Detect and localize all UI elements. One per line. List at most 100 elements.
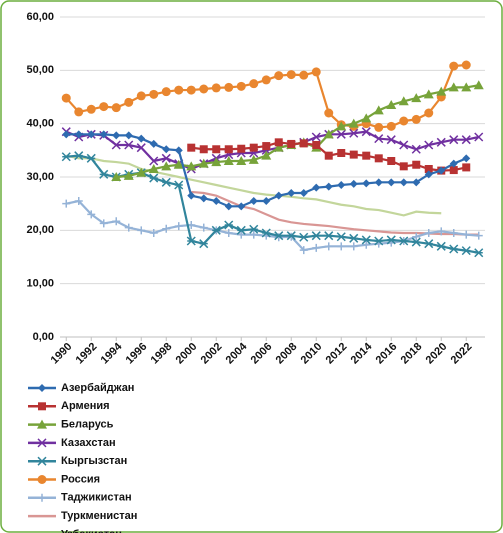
marker: [137, 226, 146, 235]
marker: [286, 231, 296, 241]
marker: [324, 231, 334, 241]
marker: [236, 225, 246, 235]
marker: [174, 146, 183, 155]
legend-item: Узбекистан: [61, 528, 122, 533]
series-line: [66, 199, 479, 252]
marker: [399, 116, 409, 126]
marker: [323, 129, 334, 139]
marker: [461, 82, 472, 92]
marker: [411, 114, 421, 124]
marker: [74, 197, 83, 205]
marker: [399, 236, 409, 246]
y-tick-label: 60,00: [26, 11, 54, 23]
legend-label: Таджикистан: [61, 492, 132, 504]
marker: [111, 140, 121, 150]
marker: [411, 144, 421, 154]
marker: [124, 140, 134, 150]
marker: [399, 162, 408, 171]
legend-label: Россия: [61, 473, 100, 485]
marker: [449, 159, 458, 168]
legend-item: Кыргызстан: [28, 455, 127, 467]
marker: [99, 219, 108, 228]
marker: [386, 135, 396, 145]
marker: [212, 145, 221, 154]
marker: [424, 140, 434, 150]
marker: [474, 132, 484, 142]
marker: [86, 104, 96, 114]
marker: [337, 149, 346, 157]
marker: [237, 144, 246, 153]
marker: [61, 152, 71, 162]
marker: [249, 143, 258, 152]
marker: [324, 151, 333, 160]
marker: [374, 122, 384, 132]
marker: [86, 153, 96, 163]
legend-item: Беларусь: [28, 419, 114, 431]
marker: [149, 139, 158, 148]
marker: [337, 242, 346, 251]
marker: [287, 139, 296, 148]
marker: [248, 154, 259, 164]
legend-item: Казахстан: [28, 437, 116, 449]
marker: [348, 118, 359, 128]
marker: [74, 151, 84, 161]
marker: [437, 166, 446, 175]
marker: [124, 97, 134, 107]
marker: [149, 156, 159, 166]
marker: [186, 236, 196, 246]
marker: [373, 105, 384, 115]
legend-label: Беларусь: [61, 419, 114, 431]
legend-label: Узбекистан: [61, 528, 122, 533]
marker: [424, 108, 434, 118]
marker: [449, 166, 458, 175]
marker: [74, 130, 83, 139]
marker: [237, 230, 246, 239]
marker: [424, 239, 434, 249]
marker: [473, 80, 484, 90]
marker: [174, 180, 184, 190]
legend-item: Россия: [28, 473, 100, 485]
marker: [261, 228, 271, 238]
marker: [199, 223, 208, 232]
marker: [87, 130, 96, 139]
marker: [136, 167, 147, 177]
marker: [286, 70, 296, 80]
marker: [262, 142, 271, 151]
marker: [211, 225, 221, 235]
marker: [299, 189, 308, 197]
marker: [174, 222, 183, 231]
marker: [38, 402, 46, 411]
marker: [237, 202, 246, 211]
marker: [223, 156, 234, 165]
marker: [336, 121, 347, 131]
marker: [449, 61, 459, 71]
legend-item: Азербайджан: [28, 382, 134, 394]
marker: [148, 164, 159, 173]
marker: [161, 153, 171, 163]
marker: [386, 235, 396, 245]
marker: [287, 189, 296, 197]
marker: [173, 159, 184, 169]
legend-item: Туркменистан: [28, 510, 137, 522]
series: [66, 154, 442, 217]
marker: [312, 183, 321, 192]
marker: [261, 75, 271, 85]
marker: [249, 230, 258, 239]
marker: [311, 231, 321, 241]
legend-label: Азербайджан: [61, 382, 134, 394]
marker: [212, 197, 221, 205]
marker: [112, 217, 121, 226]
marker: [187, 191, 196, 200]
marker: [324, 242, 333, 251]
y-tick-label: 20,00: [26, 224, 54, 236]
marker: [362, 151, 371, 160]
marker: [449, 229, 458, 237]
series: [61, 60, 471, 132]
marker: [111, 103, 121, 113]
marker: [461, 60, 471, 70]
marker: [236, 156, 247, 165]
marker: [249, 224, 259, 234]
marker: [111, 172, 122, 181]
marker: [349, 150, 358, 159]
